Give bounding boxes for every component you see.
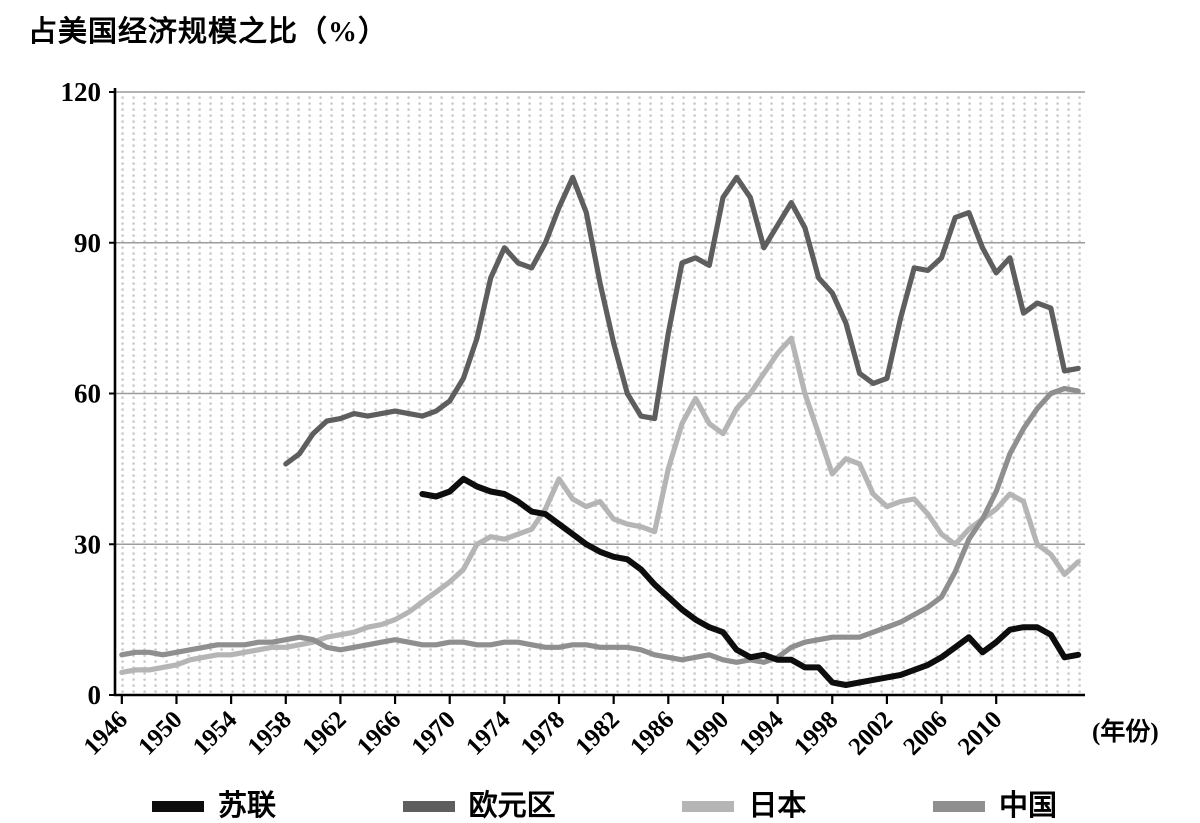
y-tick-label-60: 60 xyxy=(74,379,101,409)
y-tick-label-90: 90 xyxy=(74,228,101,258)
x-tick-label-1994: 1994 xyxy=(734,706,789,761)
x-tick-label-2006: 2006 xyxy=(898,706,952,760)
y-tick-label-30: 30 xyxy=(74,529,101,559)
x-tick-label-1998: 1998 xyxy=(789,706,843,760)
series-line-3 xyxy=(119,385,1081,665)
x-tick-label-1974: 1974 xyxy=(461,706,516,761)
legend-swatch-china xyxy=(932,801,985,812)
x-tick-label-1946: 1946 xyxy=(79,706,133,760)
x-tick-label-2010: 2010 xyxy=(953,706,1007,760)
legend-item-china: 中国 xyxy=(932,790,1057,822)
series-line-2 xyxy=(119,335,1081,676)
legend-swatch-soviet xyxy=(152,801,204,812)
x-tick-label-2002: 2002 xyxy=(844,706,898,760)
chart-title: 占美国经济规模之比（%） xyxy=(28,16,389,48)
x-tick-label-1978: 1978 xyxy=(516,706,570,760)
x-tick-label-1966: 1966 xyxy=(352,706,406,760)
series-line-1 xyxy=(283,174,1081,467)
x-axis-unit-label: (年份) xyxy=(1092,717,1159,746)
x-tick-label-1954: 1954 xyxy=(188,706,243,761)
chart-legend: 苏联 欧元区 日本 中国 xyxy=(152,792,1057,821)
x-tick-label-1986: 1986 xyxy=(625,706,679,760)
y-tick-label-0: 0 xyxy=(88,680,102,710)
legend-item-japan: 日本 xyxy=(682,792,806,821)
x-tick-label-1982: 1982 xyxy=(570,706,624,760)
legend-label-eurozone: 欧元区 xyxy=(468,790,556,822)
legend-item-soviet: 苏联 xyxy=(152,792,276,821)
legend-label-china: 中国 xyxy=(998,790,1057,822)
x-tick-label-1962: 1962 xyxy=(297,706,351,760)
y-tick-label-120: 120 xyxy=(61,77,102,107)
legend-swatch-eurozone xyxy=(402,801,455,812)
x-tick-label-1958: 1958 xyxy=(243,706,297,760)
legend-swatch-japan xyxy=(682,801,735,812)
legend-label-japan: 日本 xyxy=(748,790,807,822)
legend-label-soviet: 苏联 xyxy=(218,790,277,822)
x-tick-label-1950: 1950 xyxy=(133,706,187,760)
series-line-0 xyxy=(419,475,1082,688)
x-tick-label-1970: 1970 xyxy=(407,706,461,760)
x-tick-label-1990: 1990 xyxy=(680,706,734,760)
legend-item-eurozone: 欧元区 xyxy=(402,790,556,822)
